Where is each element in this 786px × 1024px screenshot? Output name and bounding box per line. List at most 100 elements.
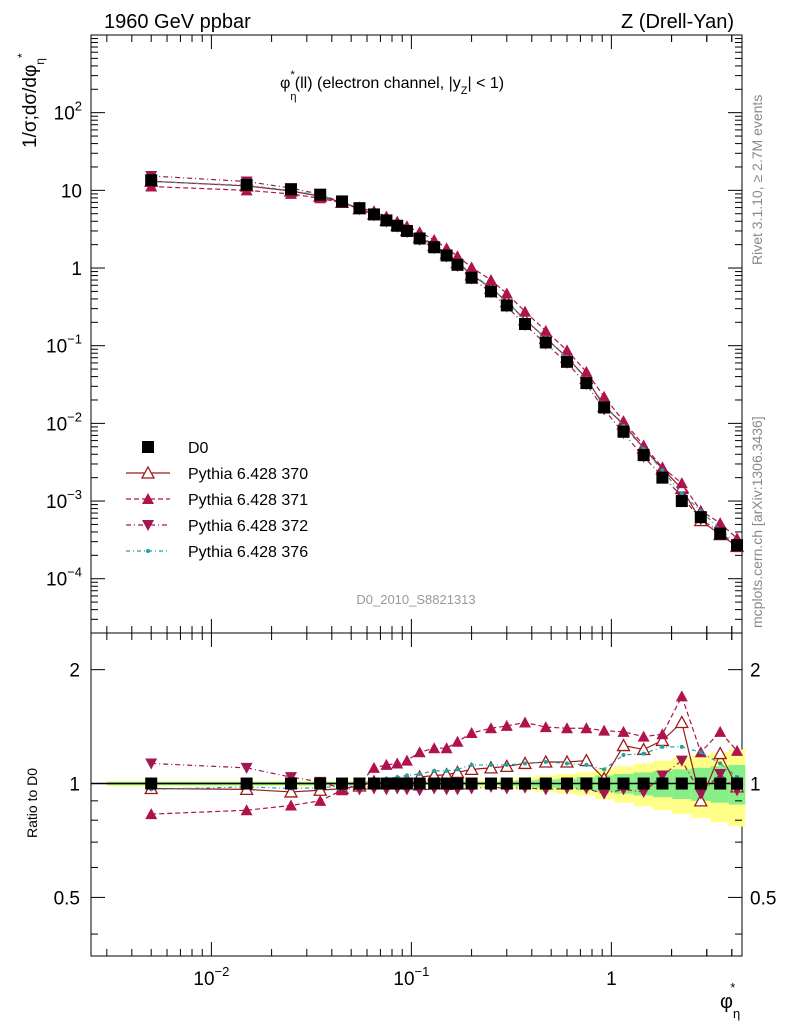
ratio-point: [450, 765, 465, 779]
ratio-point: [598, 788, 611, 800]
ratio-point: [404, 773, 409, 778]
ratio-point: [469, 762, 474, 767]
ratio-point: [675, 690, 688, 702]
ratio-point: [284, 799, 297, 811]
ratio-point: [561, 722, 574, 734]
ratio-data-point: [694, 777, 707, 790]
ratio-data-point: [714, 777, 727, 790]
ratio-point: [367, 761, 380, 773]
ratio-point: [240, 804, 253, 816]
ratio-data-point: [598, 777, 611, 790]
legend-label: Pythia 6.428 371: [188, 492, 308, 509]
ratio-point: [565, 761, 570, 766]
ratio-point: [660, 744, 665, 749]
ratio-data-point: [656, 777, 669, 790]
ratio-point: [444, 768, 449, 773]
ratio-data-point: [637, 777, 650, 790]
data-point: [451, 258, 464, 271]
data-point: [284, 183, 297, 196]
y-tick-label: 10−2: [46, 409, 82, 435]
ratio-data-point: [561, 777, 574, 790]
ratio-point: [714, 725, 727, 737]
main-point: [465, 261, 478, 273]
data-point: [675, 495, 688, 508]
data-point: [500, 299, 513, 312]
main-point: [519, 305, 532, 317]
data-point: [336, 195, 349, 208]
ratio-y-tick-label: 1: [69, 775, 80, 796]
header-left: 1960 GeV ppbar: [104, 11, 251, 33]
main-y-axis-label: 1/σ;dσ/dφη*: [15, 53, 47, 148]
data-point: [519, 318, 532, 331]
ratio-point: [539, 721, 552, 733]
y-tick-label: 10−1: [46, 332, 82, 358]
ratio-point: [504, 762, 509, 767]
ratio-data-point: [284, 777, 297, 790]
main-series: [144, 170, 745, 553]
ratio-point: [641, 751, 646, 756]
data-point: [380, 214, 393, 227]
ratio-series: [144, 690, 745, 820]
ratio-point: [675, 755, 688, 767]
ratio-point: [731, 744, 744, 756]
ratio-data-point: [380, 777, 393, 790]
ratio-point: [637, 786, 650, 798]
legend-label: D0: [188, 440, 209, 457]
main-point: [598, 390, 611, 402]
ratio-point: [391, 757, 404, 769]
ratio-point: [580, 722, 593, 734]
ratio-point: [465, 727, 478, 739]
x-tick-label: 10−1: [393, 964, 429, 990]
main-point: [637, 439, 650, 451]
data-point: [367, 208, 380, 221]
legend-marker: [142, 520, 154, 531]
ratio-point: [616, 738, 631, 752]
main-point: [679, 491, 684, 496]
ratio-data-point: [145, 777, 158, 790]
ratio-data-point: [451, 777, 464, 790]
ratio-data-point: [484, 777, 497, 790]
ratio-data-point: [391, 777, 404, 790]
ratio-point: [428, 742, 441, 754]
ratio-point: [455, 767, 460, 772]
ratio-point: [483, 760, 499, 774]
ratio-data-point: [353, 777, 366, 790]
ratio-point: [314, 794, 327, 806]
axes-ticks: 10−2 10−1 1 102 10 1 10−1 10−2 10−3 10−4 2 2 1 1 0.5 0.…: [46, 35, 776, 990]
main-series-line: [151, 180, 738, 545]
main-point: [660, 468, 665, 473]
ratio-point: [693, 793, 708, 807]
ratio-point: [714, 768, 727, 780]
legend-marker: [142, 493, 154, 504]
plot-title: φη*(ll) (electron channel, |yZ| < 1): [280, 69, 504, 103]
ratio-point: [523, 761, 528, 766]
data-point: [391, 219, 404, 232]
legend-marker: [142, 441, 154, 453]
ratio-point: [656, 770, 669, 782]
ratio-point: [621, 752, 626, 757]
ratio-point: [484, 722, 497, 734]
legend-marker: [140, 465, 156, 479]
ratio-point: [694, 788, 707, 800]
data-point: [539, 336, 552, 349]
data-point: [598, 401, 611, 414]
ratio-data-point: [539, 777, 552, 790]
header-right: Z (Drell-Yan): [621, 11, 734, 33]
x-tick-label: 1: [606, 969, 617, 990]
data-point: [353, 202, 366, 215]
ratio-data-point: [617, 777, 630, 790]
ratio-point: [584, 762, 589, 767]
ratio-point: [240, 762, 253, 774]
data-point: [440, 249, 453, 262]
legend-label: Pythia 6.428 376: [188, 544, 308, 561]
ratio-point: [656, 728, 669, 740]
legend: D0 Pythia 6.428 370 Pythia 6.428 371 Pythia…: [126, 440, 308, 561]
y-tick-label: 10−4: [46, 565, 82, 591]
data-point: [694, 511, 707, 524]
y-tick-label: 10−3: [46, 487, 82, 513]
data-point: [714, 527, 727, 540]
ratio-data-point: [428, 777, 441, 790]
legend-label: Pythia 6.428 372: [188, 518, 308, 535]
ratio-point: [674, 715, 689, 729]
